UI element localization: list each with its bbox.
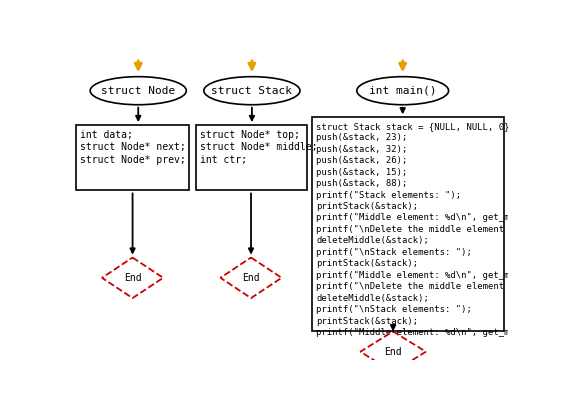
- Text: struct Node: struct Node: [101, 86, 175, 96]
- Text: struct Stack stack = {NULL, NULL, 0};
push(&stack, 23);
push(&stack, 32);
push(&: struct Stack stack = {NULL, NULL, 0}; pu…: [316, 122, 564, 337]
- Ellipse shape: [357, 77, 448, 105]
- Ellipse shape: [90, 77, 186, 105]
- Text: struct Node* top;
struct Node* middle;
int ctr;: struct Node* top; struct Node* middle; i…: [200, 130, 318, 165]
- Text: End: End: [242, 273, 260, 283]
- Text: int main(): int main(): [369, 86, 437, 96]
- Text: struct Stack: struct Stack: [212, 86, 292, 96]
- Text: End: End: [384, 347, 402, 357]
- Polygon shape: [102, 258, 163, 298]
- Bar: [76, 125, 190, 190]
- Ellipse shape: [204, 77, 300, 105]
- Polygon shape: [360, 331, 426, 372]
- Text: int data;
struct Node* next;
struct Node* prev;: int data; struct Node* next; struct Node…: [80, 130, 186, 165]
- Text: End: End: [124, 273, 142, 283]
- Bar: [196, 125, 307, 190]
- Polygon shape: [221, 258, 281, 298]
- Bar: [312, 117, 504, 331]
